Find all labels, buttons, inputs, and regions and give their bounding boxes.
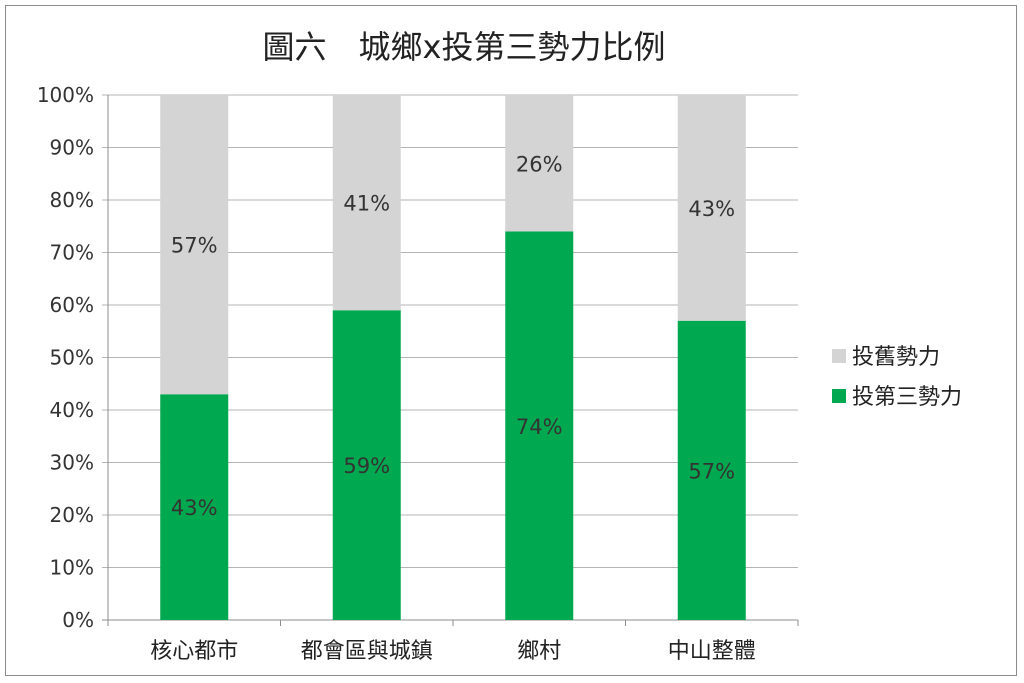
bar-segment [677, 320, 746, 620]
data-label: 59% [343, 454, 390, 478]
y-tick-label: 50% [50, 346, 94, 370]
data-label: 43% [688, 197, 735, 221]
y-tick-label: 30% [50, 451, 94, 475]
legend-swatch [832, 389, 846, 403]
y-tick-label: 0% [62, 608, 94, 632]
y-tick-label: 100% [37, 83, 94, 107]
data-label: 26% [516, 152, 563, 176]
data-label: 57% [171, 234, 218, 258]
data-label: 74% [516, 415, 563, 439]
x-category-label: 中山整體 [668, 639, 756, 664]
x-category-label: 鄉村 [517, 639, 561, 664]
y-tick-label: 80% [50, 188, 94, 212]
data-label: 57% [688, 459, 735, 483]
bar-segment [505, 231, 574, 620]
data-labels: 43% 57% 59% 41% 74% 26% 57% 43% [171, 152, 735, 520]
y-tick-label: 40% [50, 398, 94, 422]
y-tick-label: 10% [50, 556, 94, 580]
data-label: 41% [343, 192, 390, 216]
y-tick-label: 20% [50, 503, 94, 527]
y-tick-label: 60% [50, 293, 94, 317]
bars [160, 95, 746, 620]
bar-segment [332, 95, 401, 311]
axes: 0% 10% 20% 30% 40% 50% 60% 70% 80% 90% 100% 核心都市 都會區… [37, 83, 799, 664]
y-tick-label: 70% [50, 241, 94, 265]
data-label: 43% [171, 496, 218, 520]
bar-segment [677, 95, 746, 321]
legend-label: 投第三勢力 [852, 385, 962, 410]
bar-segment [505, 95, 574, 232]
x-category-label: 核心都市 [150, 639, 238, 664]
bar-segment [160, 394, 229, 620]
legend-label: 投舊勢力 [852, 345, 940, 370]
bar-segment [160, 95, 229, 395]
x-category-label: 都會區與城鎮 [301, 639, 433, 664]
bar-segment [332, 310, 401, 620]
legend-swatch [832, 349, 846, 363]
y-tick-label: 90% [50, 136, 94, 160]
chart-title: 圖六 城鄉x投第三勢力比例 [263, 28, 666, 66]
